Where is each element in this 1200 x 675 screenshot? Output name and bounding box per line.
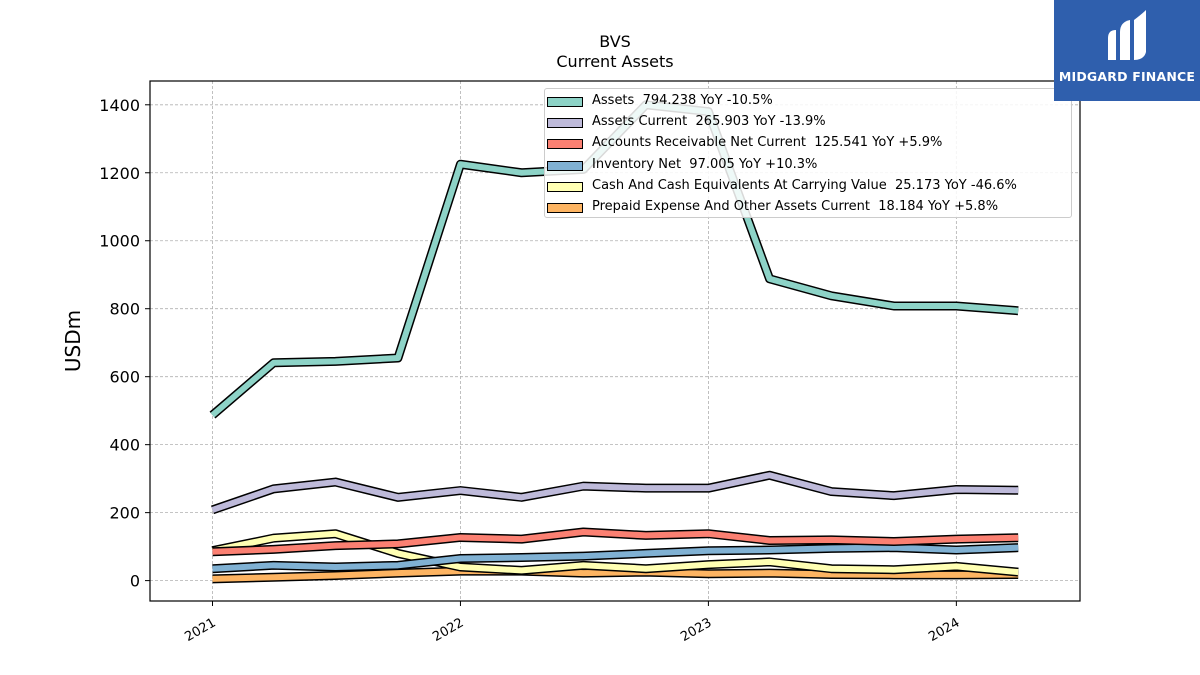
legend-swatch: [547, 139, 583, 150]
series-line-1: [211, 472, 1019, 513]
legend-swatch: [547, 118, 583, 129]
legend-label: Accounts Receivable Net Current 125.541 …: [592, 135, 943, 151]
y-axis-label: USDm: [61, 310, 85, 372]
logo-mark-icon: [1108, 10, 1146, 60]
logo-text: MIDGARD FINANCE: [1058, 69, 1196, 84]
chart-subtitle: Current Assets: [556, 52, 674, 71]
legend-swatch: [547, 202, 583, 213]
y-tick-label: 1400: [99, 96, 140, 115]
x-tick-label: 2022: [430, 615, 466, 645]
x-tick-label: 2021: [182, 615, 218, 645]
y-tick-label: 1000: [99, 232, 140, 251]
y-tick-label: 400: [109, 436, 140, 455]
plot-frame: [149, 80, 1081, 602]
legend-item: Cash And Cash Equivalents At Carrying Va…: [545, 177, 1071, 198]
legend-label: Assets 794.238 YoY -10.5%: [592, 93, 773, 108]
series-line-2: [212, 529, 1019, 555]
x-tick-label: 2023: [678, 615, 714, 645]
legend-item: Inventory Net 97.005 YoY +10.3%: [545, 156, 1071, 177]
chart-legend: Assets 794.238 YoY -10.5% Assets Current …: [544, 88, 1072, 218]
legend-item: Assets Current 265.903 YoY -13.9%: [545, 113, 1071, 134]
chart-title: BVS: [599, 32, 631, 51]
legend-label: Inventory Net 97.005 YoY +10.3%: [592, 156, 818, 172]
legend-label: Prepaid Expense And Other Assets Current…: [592, 198, 999, 214]
y-tick-label: 0: [130, 572, 140, 591]
legend-label: Cash And Cash Equivalents At Carrying Va…: [592, 177, 1017, 193]
series-line-3: [212, 544, 1019, 572]
midgard-finance-logo: MIDGARD FINANCE: [1054, 0, 1200, 101]
legend-item: Assets 794.238 YoY -10.5%: [545, 92, 1071, 113]
y-tick-label: 1200: [99, 164, 140, 183]
legend-swatch: [547, 160, 583, 171]
legend-swatch: [547, 97, 583, 107]
series-line-4: [211, 530, 1019, 576]
legend-label: Assets Current 265.903 YoY -13.9%: [592, 114, 826, 130]
legend-item: Prepaid Expense And Other Assets Current…: [545, 198, 1071, 219]
series-line-5: [212, 568, 1019, 582]
y-tick-label: 600: [109, 368, 140, 387]
y-tick-label: 200: [109, 504, 140, 523]
legend-item: Accounts Receivable Net Current 125.541 …: [545, 134, 1071, 155]
legend-swatch: [547, 181, 583, 192]
y-tick-label: 800: [109, 300, 140, 319]
x-tick-label: 2024: [926, 615, 962, 645]
